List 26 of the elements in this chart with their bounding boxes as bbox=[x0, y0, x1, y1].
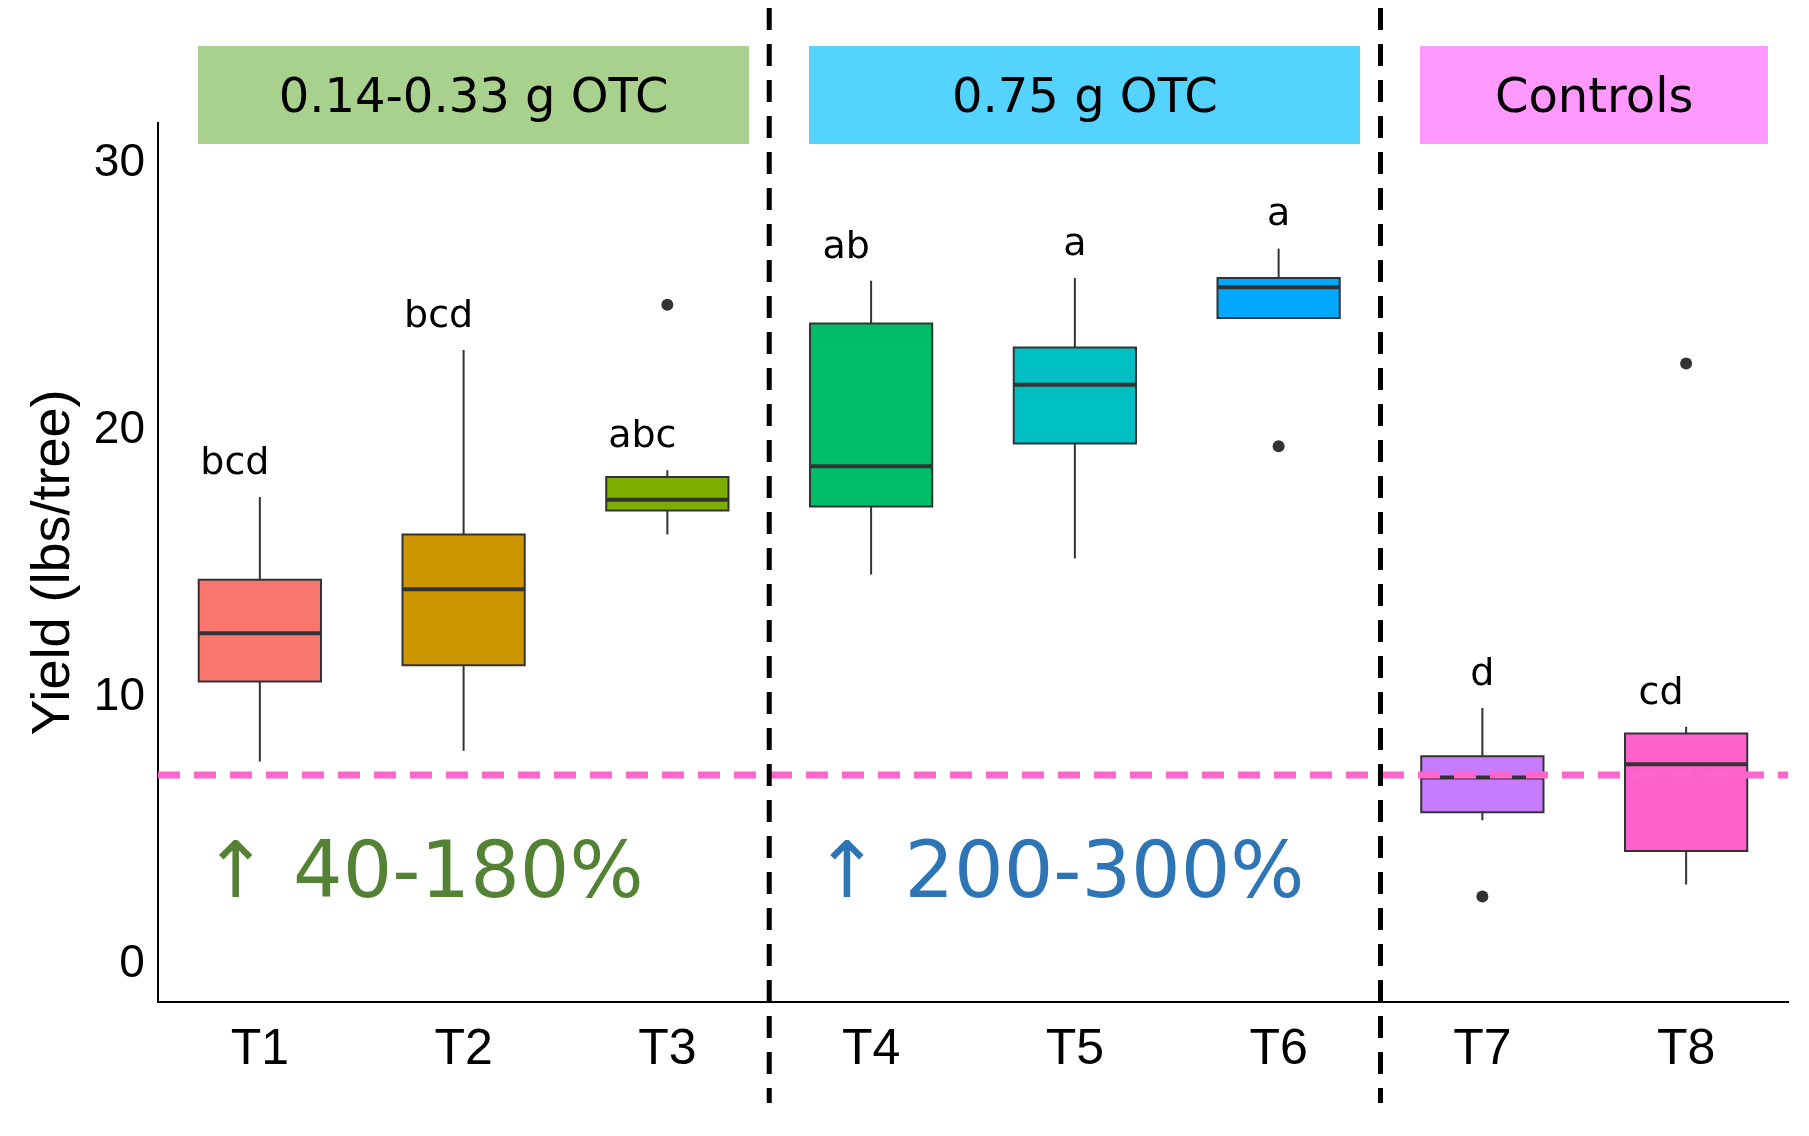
annotation: ↑ 40-180% bbox=[202, 824, 644, 915]
y-tick-label: 20 bbox=[93, 400, 145, 453]
x-tick-label: T5 bbox=[1045, 1018, 1105, 1075]
y-tick-label: 0 bbox=[119, 935, 145, 988]
annotation: bcd bbox=[404, 291, 474, 336]
x-tick-label: T8 bbox=[1656, 1018, 1716, 1075]
x-tick-label: T6 bbox=[1249, 1018, 1308, 1075]
x-tick-label: T2 bbox=[434, 1018, 493, 1075]
x-tick-label: T3 bbox=[638, 1018, 697, 1075]
annotation: 0.75 g OTC bbox=[952, 67, 1218, 123]
annotation: Controls bbox=[1494, 67, 1694, 123]
y-tick-label: 30 bbox=[93, 133, 145, 186]
annotation: ab bbox=[822, 222, 870, 267]
annotation: a bbox=[1063, 219, 1087, 264]
x-tick-label: T4 bbox=[841, 1018, 901, 1075]
annotation: ↑ 200-300% bbox=[814, 824, 1305, 915]
annotation: abc bbox=[608, 412, 677, 457]
annotation: 0.14-0.33 g OTC bbox=[278, 67, 669, 123]
annotation: d bbox=[1470, 649, 1495, 694]
annotation: bcd bbox=[200, 438, 270, 483]
y-axis-title: Yield (lbs/tree) bbox=[20, 389, 81, 736]
x-tick-label: T1 bbox=[230, 1018, 290, 1075]
y-tick-label: 10 bbox=[93, 668, 145, 721]
x-tick-label: T7 bbox=[1453, 1018, 1512, 1075]
annotation: a bbox=[1266, 190, 1291, 235]
annotation: cd bbox=[1638, 668, 1684, 713]
